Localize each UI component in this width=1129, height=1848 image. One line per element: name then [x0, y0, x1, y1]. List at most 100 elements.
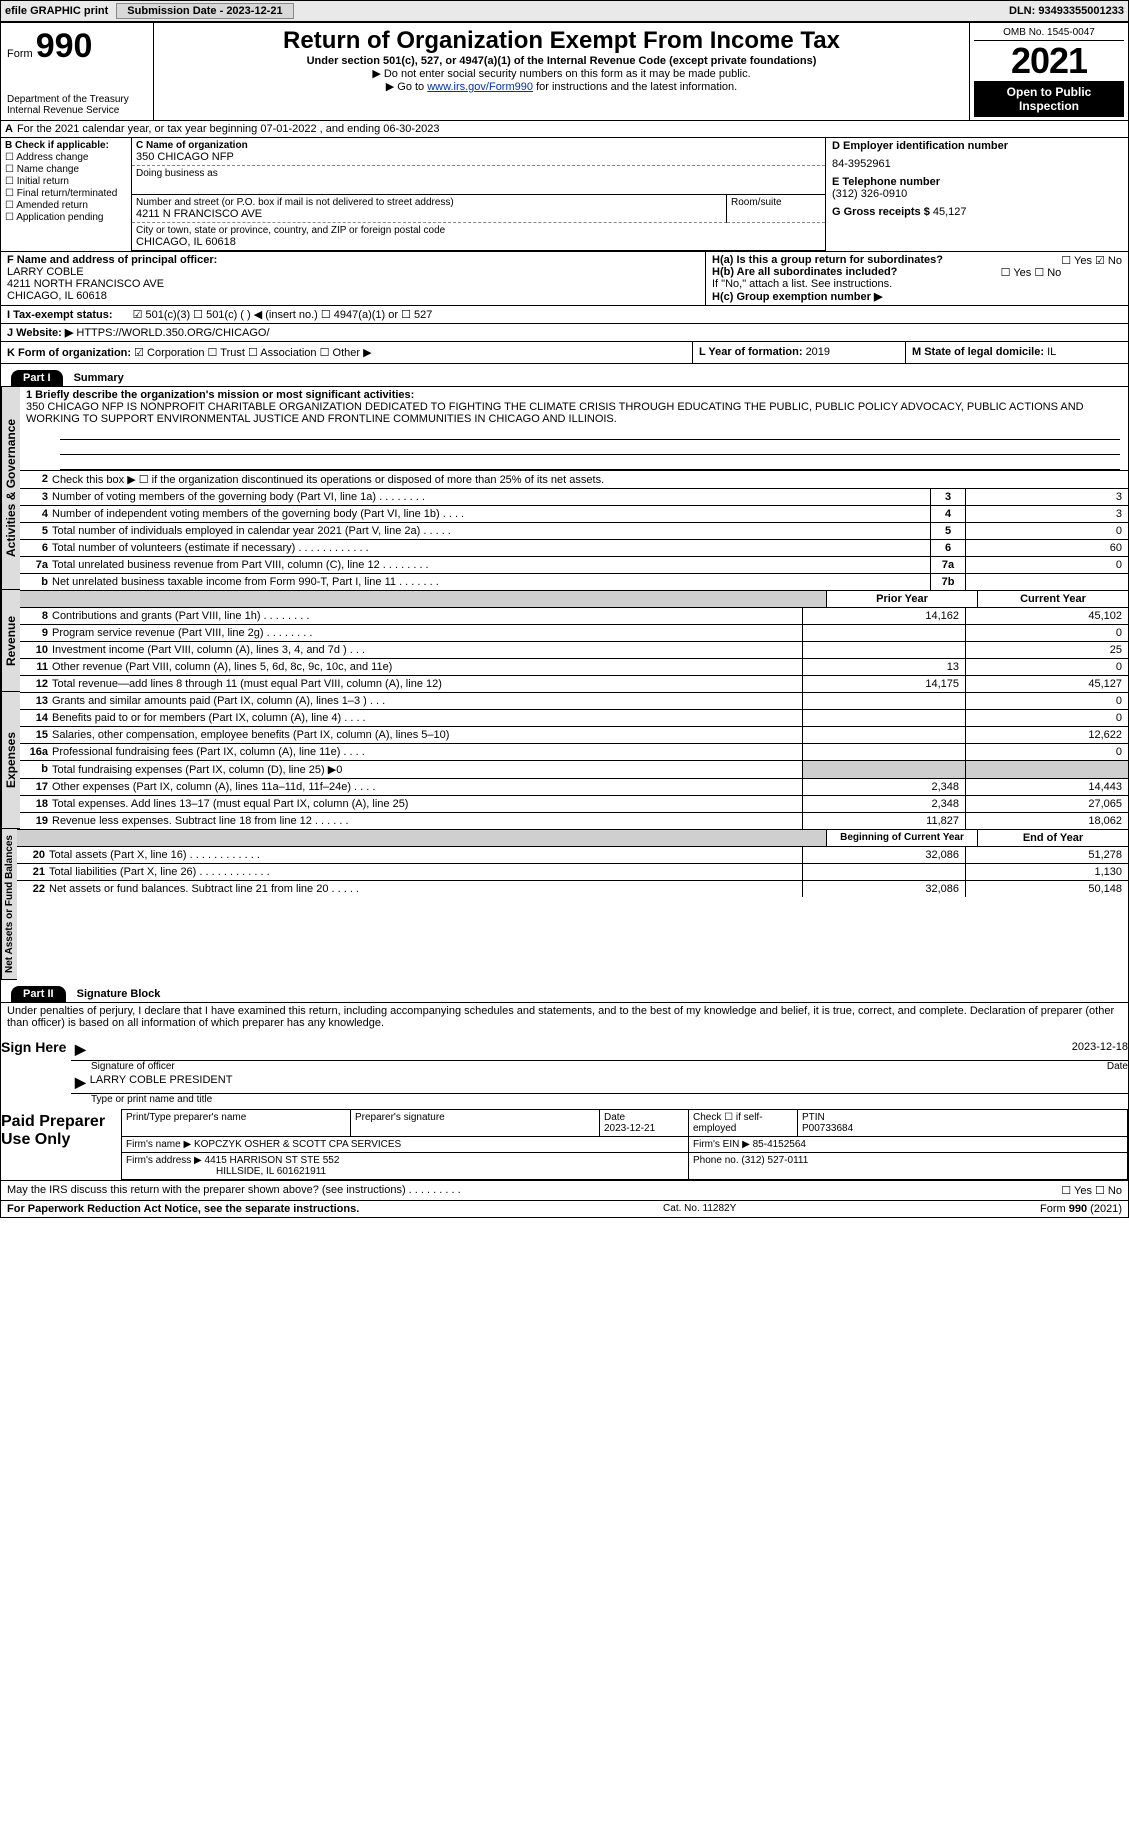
ha-label: H(a) Is this a group return for subordin…: [712, 254, 943, 266]
pp-check-lbl: Check ☐ if self-employed: [693, 1112, 793, 1134]
open-public-badge: Open to Public Inspection: [974, 81, 1124, 117]
footer-cat: Cat. No. 11282Y: [663, 1203, 736, 1215]
paid-preparer-block: Paid Preparer Use Only Print/Type prepar…: [1, 1109, 1128, 1180]
ha-yesno[interactable]: ☐ Yes ☑ No: [1061, 254, 1122, 267]
ck-name-change[interactable]: ☐ Name change: [5, 164, 127, 175]
note2-suffix: for instructions and the latest informat…: [536, 81, 737, 93]
l-value: 2019: [806, 346, 830, 358]
dept-treasury: Department of the Treasury: [7, 94, 147, 105]
line-text: Total number of volunteers (estimate if …: [50, 540, 930, 556]
irs-link[interactable]: www.irs.gov/Form990: [427, 81, 533, 93]
current-year-value: 0: [965, 744, 1128, 760]
form-title: Return of Organization Exempt From Incom…: [160, 27, 963, 55]
col-d-e-g: D Employer identification number 84-3952…: [825, 138, 1128, 251]
sig-date: 2023-12-18: [1072, 1041, 1128, 1058]
current-year-value: 14,443: [965, 779, 1128, 795]
ha-row: H(a) Is this a group return for subordin…: [712, 254, 1122, 266]
firm-addr2: HILLSIDE, IL 601621911: [216, 1166, 326, 1177]
form-990-frame: Form 990 Department of the Treasury Inte…: [0, 22, 1129, 1218]
current-year-hdr: Current Year: [977, 591, 1128, 607]
footer-left: For Paperwork Reduction Act Notice, see …: [7, 1203, 359, 1215]
line-text: Net assets or fund balances. Subtract li…: [47, 881, 802, 897]
row-f-h: F Name and address of principal officer:…: [1, 251, 1128, 305]
line-num: 3: [20, 489, 50, 505]
section-a-row: A For the 2021 calendar year, or tax yea…: [1, 120, 1128, 138]
table-row: 5Total number of individuals employed in…: [20, 522, 1128, 539]
hb-yesno[interactable]: ☐ Yes ☐ No: [1001, 266, 1062, 279]
hb-label: H(b) Are all subordinates included?: [712, 266, 897, 278]
line-text: Investment income (Part VIII, column (A)…: [50, 642, 802, 658]
row-j-website: J Website: ▶ HTTPS://WORLD.350.ORG/CHICA…: [1, 323, 1128, 341]
m-state-domicile: M State of legal domicile: IL: [905, 342, 1128, 363]
efile-top-bar: efile GRAPHIC print Submission Date - 20…: [0, 0, 1129, 22]
j-label: J Website: ▶: [7, 327, 73, 339]
table-row: 10Investment income (Part VIII, column (…: [20, 641, 1128, 658]
pp-selfemp-cell[interactable]: Check ☐ if self-employed: [689, 1110, 798, 1137]
prior-year-value: [802, 693, 965, 709]
prior-year-value: 14,175: [802, 676, 965, 692]
ptin-value: P00733684: [802, 1123, 1123, 1134]
discuss-row: May the IRS discuss this return with the…: [1, 1180, 1128, 1200]
firm-addr-lbl: Firm's address ▶: [126, 1155, 202, 1166]
part-i-rev-block: Revenue Prior Year Current Year 8Contrib…: [1, 590, 1128, 692]
prior-year-value: 32,086: [802, 881, 965, 897]
f-principal-officer: F Name and address of principal officer:…: [1, 252, 705, 305]
g-label: G Gross receipts $: [832, 206, 930, 218]
current-year-value: 0: [965, 625, 1128, 641]
l-label: L Year of formation:: [699, 346, 806, 358]
addr-box: Number and street (or P.O. box if mail i…: [132, 195, 727, 223]
current-year-value: 0: [965, 659, 1128, 675]
part-i-strip: Part I Summary: [1, 364, 1128, 387]
row-k-l-m: K Form of organization: ☑ Corporation ☐ …: [1, 341, 1128, 364]
pp-date-lbl: Date: [604, 1112, 684, 1123]
line-num: 5: [20, 523, 50, 539]
mission-text: 350 CHICAGO NFP IS NONPROFIT CHARITABLE …: [26, 401, 1122, 425]
line-text: Total liabilities (Part X, line 26) . . …: [47, 864, 802, 880]
hc-row: H(c) Group exemption number ▶: [712, 290, 1122, 303]
line-num: 21: [17, 864, 47, 880]
dba-label: Doing business as: [136, 168, 821, 179]
line-text: Total revenue—add lines 8 through 11 (mu…: [50, 676, 802, 692]
footer-row: For Paperwork Reduction Act Notice, see …: [1, 1200, 1128, 1217]
table-row: 11Other revenue (Part VIII, column (A), …: [20, 658, 1128, 675]
ck-application-pending[interactable]: ☐ Application pending: [5, 212, 127, 223]
ck-initial-return[interactable]: ☐ Initial return: [5, 176, 127, 187]
firm-name-lbl: Firm's name ▶: [126, 1139, 191, 1150]
pp-sig-lbl: Preparer's signature: [355, 1112, 595, 1123]
line-text: Program service revenue (Part VIII, line…: [50, 625, 802, 641]
line-id: 3: [930, 489, 965, 505]
current-year-value: 51,278: [965, 847, 1128, 863]
discuss-yesno[interactable]: ☐ Yes ☐ No: [1061, 1184, 1122, 1197]
i-options[interactable]: ☑ 501(c)(3) ☐ 501(c) ( ) ◀ (insert no.) …: [133, 308, 433, 321]
submission-date-button[interactable]: Submission Date - 2023-12-21: [116, 3, 293, 19]
header-left: Form 990 Department of the Treasury Inte…: [1, 23, 154, 120]
paid-preparer-table: Print/Type preparer's name Preparer's si…: [121, 1109, 1128, 1180]
ck-final-return[interactable]: ☐ Final return/terminated: [5, 188, 127, 199]
line-text: Total assets (Part X, line 16) . . . . .…: [47, 847, 802, 863]
firm-ein: 85-4152564: [753, 1139, 806, 1150]
c-name-box: C Name of organization 350 CHICAGO NFP: [132, 138, 825, 166]
hb-row: H(b) Are all subordinates included? ☐ Ye…: [712, 266, 1122, 278]
ck-amended-return[interactable]: ☐ Amended return: [5, 200, 127, 211]
k-options[interactable]: ☑ Corporation ☐ Trust ☐ Association ☐ Ot…: [134, 347, 371, 359]
pp-name-cell: Print/Type preparer's name: [122, 1110, 351, 1137]
header-right: OMB No. 1545-0047 2021 Open to Public In…: [970, 23, 1128, 120]
line-num: 2: [20, 471, 50, 488]
table-row: 12Total revenue—add lines 8 through 11 (…: [20, 675, 1128, 692]
line-num: 8: [20, 608, 50, 624]
line-text: Total number of individuals employed in …: [50, 523, 930, 539]
d-label: D Employer identification number: [832, 140, 1122, 152]
line-num: 13: [20, 693, 50, 709]
g-row: G Gross receipts $ 45,127: [832, 206, 1122, 218]
table-row: 14Benefits paid to or for members (Part …: [20, 709, 1128, 726]
firm-phone-lbl: Phone no.: [693, 1155, 739, 1166]
ck-address-change[interactable]: ☐ Address change: [5, 152, 127, 163]
block-b-to-g: B Check if applicable: ☐ Address change …: [1, 138, 1128, 251]
prior-year-hdr: Prior Year: [826, 591, 977, 607]
line-num: 15: [20, 727, 50, 743]
firm-ein-lbl: Firm's EIN ▶: [693, 1139, 750, 1150]
discuss-text: May the IRS discuss this return with the…: [7, 1184, 461, 1197]
current-year-value: 0: [965, 710, 1128, 726]
line-text: Total expenses. Add lines 13–17 (must eq…: [50, 796, 802, 812]
part-i-body: Activities & Governance 1 Briefly descri…: [1, 387, 1128, 590]
